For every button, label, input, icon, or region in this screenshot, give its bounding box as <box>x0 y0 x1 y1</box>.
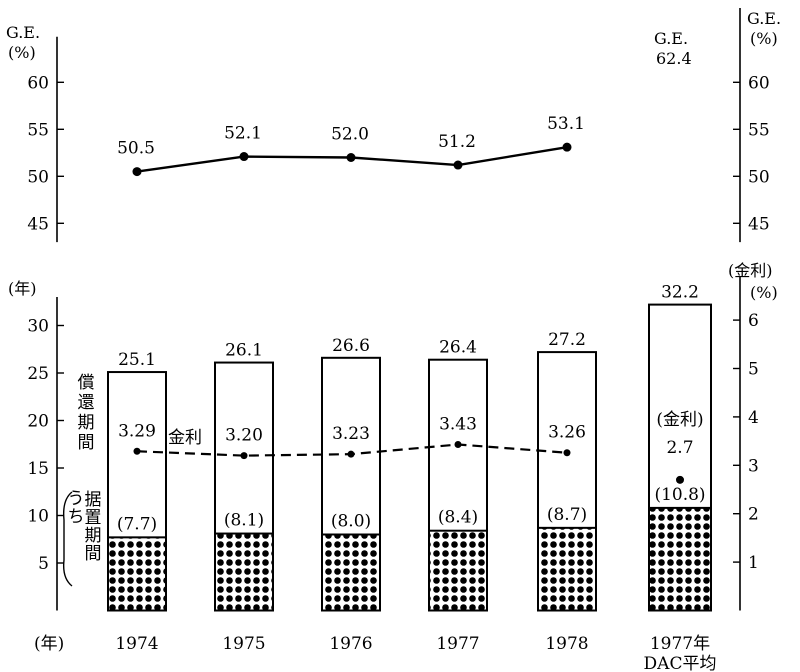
upper-right-axis-unit: (%) <box>750 29 778 48</box>
grace-prefix-vertical-label: うち <box>68 489 85 527</box>
upper-right-tick-label: 60 <box>748 73 770 93</box>
x-tick-label: 1975 <box>222 634 265 654</box>
x-tick-label: DAC平均 <box>644 654 717 672</box>
lower-right-tick-label: 4 <box>748 408 759 428</box>
repayment-vertical-label-char: 期 <box>78 413 95 433</box>
interest-series-label: 金利 <box>168 428 202 448</box>
lower-right-tick-label: 2 <box>748 505 759 525</box>
x-tick-label: 1974 <box>115 634 158 654</box>
upper-left-tick-label: 45 <box>27 214 49 234</box>
grace-value-label: (8.7) <box>547 505 587 525</box>
lower-right-tick-label: 1 <box>748 553 759 573</box>
repayment-vertical-label-char: 間 <box>78 433 95 453</box>
lower-left-tick-label: 20 <box>27 412 49 432</box>
x-tick-label: 1978 <box>545 634 588 654</box>
upper-left-tick-label: 55 <box>27 120 49 140</box>
dac-interest-title: (金利) <box>656 410 703 430</box>
lines-layer <box>132 142 684 484</box>
grace-prefix-vertical-label-char: ち <box>68 507 85 527</box>
ge-point <box>239 152 249 162</box>
interest-point <box>454 440 462 448</box>
ge-point <box>132 167 142 177</box>
grace-bar <box>321 533 381 612</box>
repayment-value-label: 26.1 <box>225 341 263 361</box>
lower-left-tick-label: 25 <box>27 364 49 384</box>
upper-left-tick-label: 50 <box>27 167 49 187</box>
interest-value-label: 3.23 <box>332 424 370 444</box>
grace-value-label: (7.7) <box>117 514 157 534</box>
repayment-vertical-label-char: 還 <box>78 393 95 413</box>
upper-right-tick-label: 55 <box>748 120 770 140</box>
lower-right-axis-title: (金利) <box>728 261 773 280</box>
lower-left-tick-label: 10 <box>27 507 49 527</box>
repayment-value-label: 27.2 <box>548 330 586 350</box>
upper-right-tick-label: 50 <box>748 167 770 187</box>
grace-bar <box>107 536 167 612</box>
upper-left-axis-title: G.E. <box>6 23 40 42</box>
grace-value-label: (10.8) <box>654 485 705 505</box>
x-unit-label: (年) <box>34 634 64 654</box>
ge-point <box>562 142 572 152</box>
interest-point <box>240 452 248 460</box>
grace-vertical-label-char: 据 <box>85 490 102 510</box>
interest-value-label: 3.26 <box>548 423 586 443</box>
repayment-value-label: 26.6 <box>332 336 370 356</box>
interest-value-label: 3.20 <box>225 426 263 446</box>
ge-value-label: 53.1 <box>547 114 585 134</box>
ge-point <box>346 153 356 162</box>
grace-value-label: (8.4) <box>438 508 478 528</box>
grace-label-bracket <box>62 491 73 587</box>
lower-left-tick-label: 5 <box>38 554 49 574</box>
lower-right-tick-label: 3 <box>748 456 759 476</box>
dac-ge-value: 62.4 <box>656 49 692 68</box>
repayment-vertical-label-char: 償 <box>78 373 95 393</box>
lower-left-tick-label: 15 <box>27 459 49 479</box>
dac-ge-title: G.E. <box>654 29 688 48</box>
ge-value-label: 50.5 <box>117 139 155 159</box>
grace-bar <box>537 526 597 612</box>
ge-value-label: 51.2 <box>438 132 476 152</box>
grace-vertical-label-char: 間 <box>85 544 102 564</box>
grace-bar <box>648 506 712 612</box>
bars-layer <box>107 303 712 612</box>
ge-point <box>453 160 463 170</box>
lower-right-tick-label: 6 <box>748 311 759 331</box>
labels-layer: G.E.(%)G.E.(%)G.E.62.4(年)(金利)(%)(年) 1974 1… <box>6 9 781 672</box>
interest-value-label: 3.43 <box>439 414 477 434</box>
lower-left-tick-label: 30 <box>27 317 49 337</box>
ge-value-label: 52.0 <box>331 125 369 145</box>
repayment-value-label: 25.1 <box>118 350 156 370</box>
grace-vertical-label-char: 期 <box>85 526 102 546</box>
grace-value-label: (8.0) <box>331 512 371 532</box>
lower-right-axis-unit: (%) <box>750 283 778 302</box>
grace-bar <box>214 532 274 612</box>
ge-value-label: 52.1 <box>224 124 262 144</box>
x-tick-label: 1977 <box>436 634 479 654</box>
upper-right-axis-title: G.E. <box>747 9 781 28</box>
x-tick-label: 1977年 <box>650 634 710 654</box>
grace-value-label: (8.1) <box>224 511 264 531</box>
interest-point <box>347 450 355 458</box>
grace-vertical-label-char: 置 <box>85 508 102 528</box>
repayment-value-label: 32.2 <box>661 283 699 303</box>
lower-right-tick-label: 5 <box>748 360 759 380</box>
interest-point <box>133 447 141 455</box>
upper-right-tick-label: 45 <box>748 214 770 234</box>
interest-value-label: 3.29 <box>118 421 156 441</box>
interest-point <box>563 449 571 457</box>
grace-bar <box>428 529 488 612</box>
dac-interest-point <box>676 475 684 484</box>
upper-left-tick-label: 60 <box>27 73 49 93</box>
lower-left-axis-title: (年) <box>8 279 37 298</box>
repayment-value-label: 26.4 <box>439 338 477 358</box>
upper-left-axis-unit: (%) <box>8 43 36 62</box>
x-tick-label: 1976 <box>329 634 372 654</box>
dac-interest-value: 2.7 <box>666 438 693 458</box>
grace-prefix-vertical-label-char: う <box>68 489 85 509</box>
